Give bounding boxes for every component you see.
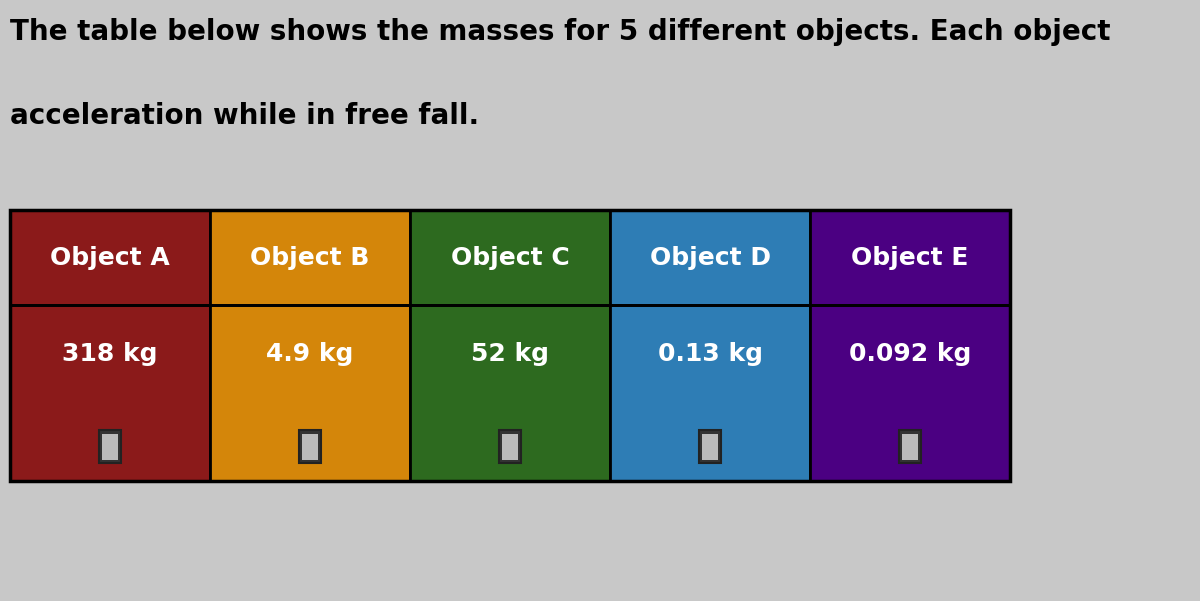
FancyBboxPatch shape	[302, 434, 318, 460]
Text: 52 kg: 52 kg	[472, 342, 550, 366]
FancyBboxPatch shape	[499, 430, 521, 463]
FancyBboxPatch shape	[11, 305, 210, 481]
Text: Object E: Object E	[851, 246, 968, 270]
Text: 0.13 kg: 0.13 kg	[658, 342, 762, 366]
FancyBboxPatch shape	[502, 434, 518, 460]
Text: Object C: Object C	[451, 246, 570, 270]
FancyBboxPatch shape	[210, 305, 410, 481]
Text: Object A: Object A	[50, 246, 170, 270]
FancyBboxPatch shape	[11, 210, 210, 305]
FancyBboxPatch shape	[899, 430, 922, 463]
Text: The table below shows the masses for 5 different objects. Each object: The table below shows the masses for 5 d…	[11, 18, 1111, 46]
FancyBboxPatch shape	[810, 305, 1010, 481]
Text: Object B: Object B	[251, 246, 370, 270]
FancyBboxPatch shape	[98, 430, 121, 463]
Text: 318 kg: 318 kg	[62, 342, 158, 366]
FancyBboxPatch shape	[410, 210, 610, 305]
FancyBboxPatch shape	[102, 434, 119, 460]
FancyBboxPatch shape	[610, 305, 810, 481]
FancyBboxPatch shape	[299, 430, 322, 463]
FancyBboxPatch shape	[210, 210, 410, 305]
Text: 4.9 kg: 4.9 kg	[266, 342, 354, 366]
FancyBboxPatch shape	[810, 210, 1010, 305]
Text: 0.092 kg: 0.092 kg	[848, 342, 971, 366]
FancyBboxPatch shape	[410, 305, 610, 481]
Text: acceleration while in free fall.: acceleration while in free fall.	[11, 102, 479, 130]
FancyBboxPatch shape	[610, 210, 810, 305]
Text: Object D: Object D	[649, 246, 770, 270]
FancyBboxPatch shape	[902, 434, 918, 460]
FancyBboxPatch shape	[702, 434, 719, 460]
FancyBboxPatch shape	[698, 430, 721, 463]
